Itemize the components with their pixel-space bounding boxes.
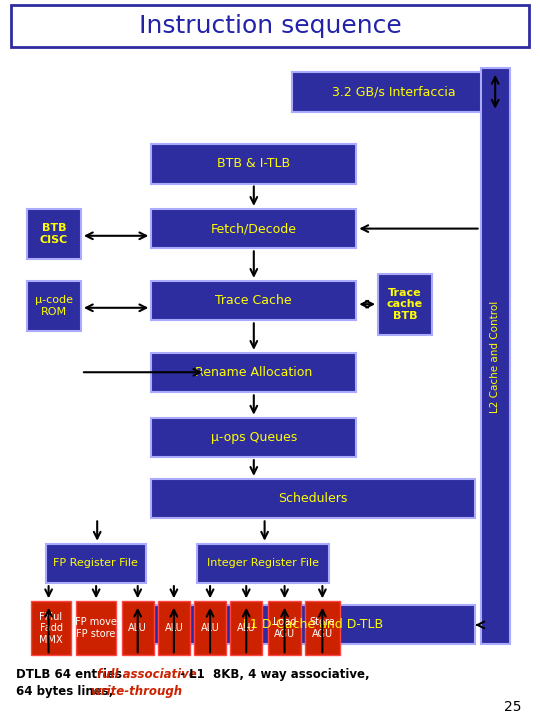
Text: L1 D-Cache and D-TLB: L1 D-Cache and D-TLB <box>243 618 383 631</box>
FancyBboxPatch shape <box>158 601 190 655</box>
Text: BTB
CISC: BTB CISC <box>40 223 68 245</box>
Text: 3.2 GB/s Interfaccia: 3.2 GB/s Interfaccia <box>333 85 456 99</box>
Text: ALU: ALU <box>201 624 219 633</box>
FancyBboxPatch shape <box>31 601 71 655</box>
FancyBboxPatch shape <box>76 601 116 655</box>
Text: Fetch/Decode: Fetch/Decode <box>211 222 297 235</box>
Text: ALU: ALU <box>165 624 183 633</box>
Text: FP Register File: FP Register File <box>53 559 138 568</box>
Text: Rename Allocation: Rename Allocation <box>195 366 313 379</box>
FancyBboxPatch shape <box>292 72 497 112</box>
FancyBboxPatch shape <box>122 601 154 655</box>
Text: μ-code
ROM: μ-code ROM <box>35 295 73 317</box>
FancyBboxPatch shape <box>230 601 262 655</box>
FancyBboxPatch shape <box>27 281 81 331</box>
FancyBboxPatch shape <box>197 544 329 583</box>
Text: ALU: ALU <box>129 624 147 633</box>
FancyBboxPatch shape <box>46 544 146 583</box>
FancyBboxPatch shape <box>11 5 529 47</box>
Text: Integer Register File: Integer Register File <box>207 559 319 568</box>
Text: full associative: full associative <box>97 668 197 681</box>
Text: FMul
Fadd
MMX: FMul Fadd MMX <box>39 611 63 645</box>
Text: 25: 25 <box>504 700 522 714</box>
FancyBboxPatch shape <box>151 479 475 518</box>
Text: Trace Cache: Trace Cache <box>215 294 292 307</box>
FancyBboxPatch shape <box>27 209 81 259</box>
Text: BTB & I-TLB: BTB & I-TLB <box>217 157 291 171</box>
Text: FP move
FP store: FP move FP store <box>75 618 117 639</box>
Text: Trace
cache
BTB: Trace cache BTB <box>387 287 423 321</box>
FancyBboxPatch shape <box>305 601 340 655</box>
Text: Load
AGU: Load AGU <box>273 618 296 639</box>
Text: Instruction sequence: Instruction sequence <box>139 14 401 38</box>
Text: - L1  8KB, 4 way associative,: - L1 8KB, 4 way associative, <box>176 668 369 681</box>
Text: Store
AGU: Store AGU <box>309 618 335 639</box>
FancyBboxPatch shape <box>151 209 356 248</box>
FancyBboxPatch shape <box>194 601 226 655</box>
FancyBboxPatch shape <box>151 281 356 320</box>
FancyBboxPatch shape <box>378 274 432 335</box>
Text: L2 Cache and Control: L2 Cache and Control <box>490 300 501 413</box>
FancyBboxPatch shape <box>151 144 356 184</box>
FancyBboxPatch shape <box>268 601 301 655</box>
FancyBboxPatch shape <box>481 68 510 644</box>
FancyBboxPatch shape <box>151 353 356 392</box>
Text: DTLB 64 entries: DTLB 64 entries <box>16 668 126 681</box>
Text: μ-ops Queues: μ-ops Queues <box>211 431 297 444</box>
FancyBboxPatch shape <box>151 605 475 644</box>
Text: write-through: write-through <box>91 685 183 698</box>
FancyBboxPatch shape <box>151 418 356 457</box>
Text: ALU: ALU <box>237 624 255 633</box>
Text: 64 bytes lines,: 64 bytes lines, <box>16 685 118 698</box>
Text: Schedulers: Schedulers <box>279 492 348 505</box>
